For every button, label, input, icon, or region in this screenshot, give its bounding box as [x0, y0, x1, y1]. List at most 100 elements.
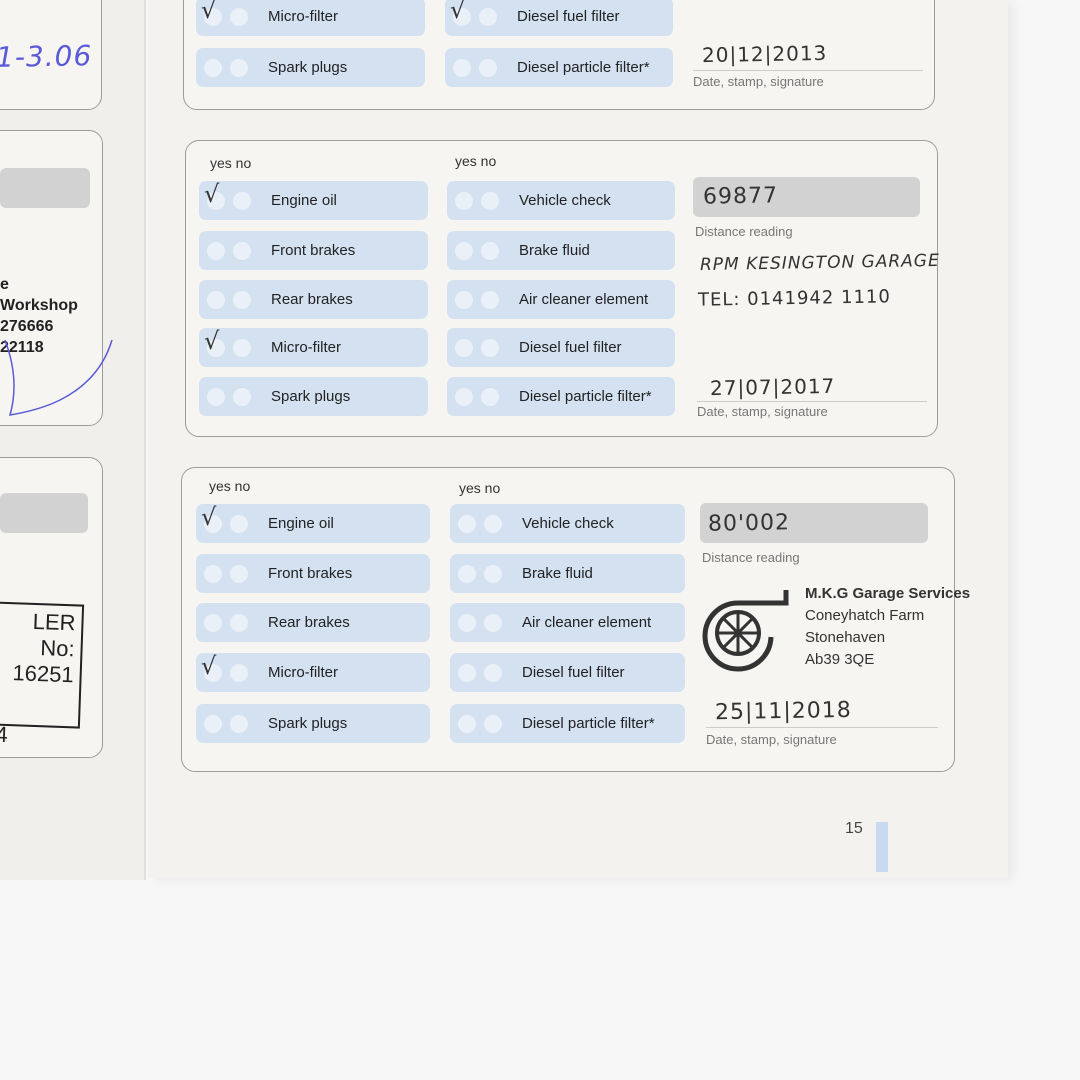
yes-checkbox[interactable]	[204, 613, 222, 632]
no-checkbox[interactable]	[233, 241, 251, 260]
service-date: 25|11|2018	[714, 697, 853, 726]
no-checkbox[interactable]	[484, 514, 502, 533]
stamp-line: Coneyhatch Farm	[805, 607, 925, 624]
no-checkbox[interactable]	[484, 564, 502, 583]
yes-checkbox[interactable]: √	[204, 180, 225, 210]
yes-checkbox[interactable]	[458, 714, 476, 733]
checklist-item: Rear brakes	[199, 280, 428, 319]
no-checkbox[interactable]	[233, 387, 251, 406]
checklist-item: √ Micro-filter	[196, 0, 425, 36]
checklist-item: Spark plugs	[196, 704, 430, 743]
checklist-item-label: Engine oil	[268, 515, 334, 532]
checklist-item-label: Air cleaner element	[522, 614, 652, 631]
date-label: Date, stamp, signature	[706, 732, 837, 747]
checklist-item-label: Air cleaner element	[519, 291, 649, 308]
turbo-logo-icon	[702, 590, 789, 672]
no-checkbox[interactable]	[479, 58, 497, 77]
left-distance-box	[0, 168, 90, 208]
no-checkbox[interactable]	[481, 191, 499, 210]
yes-checkbox[interactable]	[458, 613, 476, 632]
no-checkbox[interactable]	[481, 338, 499, 357]
yes-checkbox[interactable]	[207, 387, 225, 406]
yes-checkbox[interactable]	[204, 714, 222, 733]
checklist-item: Spark plugs	[196, 48, 425, 87]
yes-checkbox[interactable]: √	[201, 503, 222, 533]
checklist-item-label: Rear brakes	[268, 614, 350, 631]
garage-phone: TEL: 0141942 1110	[697, 286, 892, 311]
no-checkbox[interactable]	[230, 613, 248, 632]
yes-checkbox[interactable]	[455, 290, 473, 309]
no-checkbox[interactable]	[230, 7, 248, 26]
distance-label: Distance reading	[702, 550, 800, 565]
stamp-line: Workshop	[0, 297, 78, 314]
checklist-item-label: Diesel particle filter*	[522, 715, 655, 732]
yes-no-header: yes no	[209, 478, 251, 494]
yes-checkbox[interactable]: √	[450, 0, 471, 26]
yes-checkbox[interactable]	[204, 58, 222, 77]
stamp-line: e	[0, 276, 9, 293]
checklist-item: Spark plugs	[199, 377, 428, 416]
yes-checkbox[interactable]	[455, 241, 473, 260]
yes-checkbox[interactable]	[455, 338, 473, 357]
check-mark-icon: √	[204, 179, 220, 208]
left-stamp: e Workshop 276666 22118	[0, 274, 78, 358]
garage-handwritten: RPM KESINGTON GARAGE	[699, 250, 940, 276]
yes-checkbox[interactable]	[458, 564, 476, 583]
checklist-item: Vehicle check	[450, 504, 685, 543]
stamp-line: Stonehaven	[805, 629, 886, 646]
checklist-item-label: Micro-filter	[268, 664, 338, 681]
checklist-item-label: Rear brakes	[271, 291, 353, 308]
check-mark-icon: √	[450, 0, 466, 24]
no-checkbox[interactable]	[479, 7, 497, 26]
no-checkbox[interactable]	[230, 663, 248, 682]
checklist-item-label: Vehicle check	[519, 192, 611, 209]
checklist-item: Diesel particle filter*	[447, 377, 675, 416]
no-checkbox[interactable]	[484, 663, 502, 682]
no-checkbox[interactable]	[484, 613, 502, 632]
yes-checkbox[interactable]	[458, 514, 476, 533]
yes-checkbox[interactable]	[455, 387, 473, 406]
yes-checkbox[interactable]	[207, 290, 225, 309]
no-checkbox[interactable]	[233, 338, 251, 357]
yes-checkbox[interactable]	[207, 241, 225, 260]
checklist-item: Diesel particle filter*	[450, 704, 685, 743]
no-checkbox[interactable]	[481, 241, 499, 260]
checklist-item: √ Engine oil	[196, 503, 430, 543]
service-date: 27|07|2017	[709, 373, 836, 401]
checklist-item-label: Diesel fuel filter	[517, 8, 620, 25]
distance-label: Distance reading	[695, 224, 793, 239]
yes-checkbox[interactable]: √	[201, 652, 222, 682]
no-checkbox[interactable]	[230, 514, 248, 533]
checklist-item-label: Spark plugs	[268, 59, 348, 76]
checklist-item: √ Diesel fuel filter	[445, 0, 673, 36]
no-checkbox[interactable]	[233, 191, 251, 210]
left-distance-box	[0, 493, 88, 533]
checklist-item: Front brakes	[199, 231, 428, 270]
yes-no-header: yes no	[459, 480, 501, 496]
stamp-line: M.K.G Garage Services	[805, 585, 971, 602]
no-checkbox[interactable]	[484, 714, 502, 733]
no-checkbox[interactable]	[230, 564, 248, 583]
signature-line	[706, 727, 938, 728]
yes-checkbox[interactable]: √	[204, 327, 225, 357]
checklist-item: Diesel particle filter*	[445, 48, 673, 87]
no-checkbox[interactable]	[481, 290, 499, 309]
dealer-stamp-line: LER No:	[32, 608, 76, 662]
distance-reading-field[interactable]	[693, 177, 920, 217]
no-checkbox[interactable]	[230, 714, 248, 733]
yes-checkbox[interactable]	[453, 58, 471, 77]
left-card-1	[0, 0, 102, 110]
no-checkbox[interactable]	[233, 290, 251, 309]
page-number: 15	[845, 820, 863, 837]
stamp-line: 22118	[0, 339, 44, 356]
dealer-stamp-line: 4	[0, 721, 9, 748]
yes-checkbox[interactable]: √	[201, 0, 222, 26]
no-checkbox[interactable]	[230, 58, 248, 77]
yes-checkbox[interactable]	[455, 191, 473, 210]
yes-checkbox[interactable]	[458, 663, 476, 682]
distance-reading-field[interactable]	[700, 503, 928, 543]
yes-checkbox[interactable]	[204, 564, 222, 583]
no-checkbox[interactable]	[481, 387, 499, 406]
checklist-item: Diesel fuel filter	[450, 653, 685, 692]
checklist-item: Brake fluid	[447, 231, 675, 270]
